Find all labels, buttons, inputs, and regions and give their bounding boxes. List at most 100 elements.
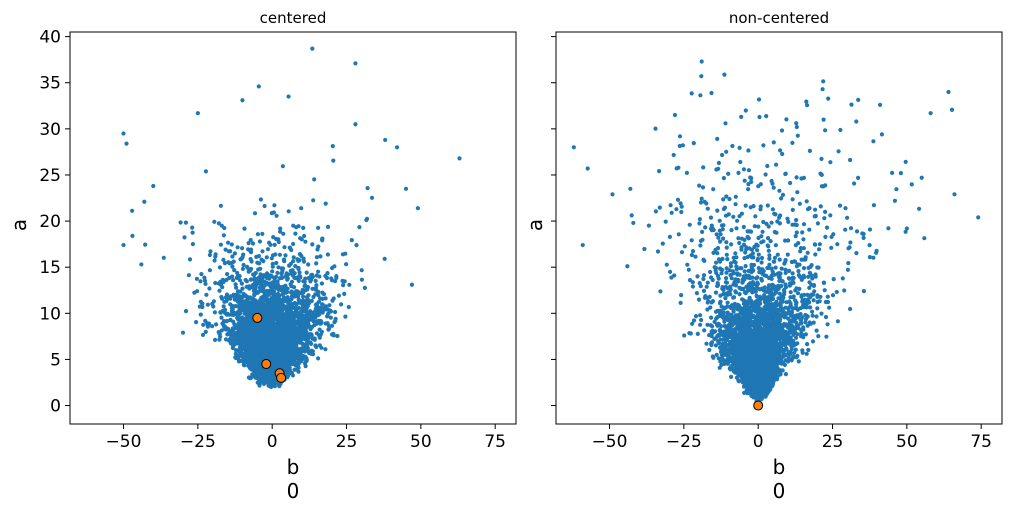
sample-point [264, 280, 269, 286]
sample-point [219, 294, 224, 300]
sample-point [846, 261, 851, 266]
sample-point [657, 169, 662, 174]
sample-point [300, 347, 305, 352]
plot-area: −50 −25 0 25 50 75 [551, 31, 1003, 452]
sample-point [314, 255, 319, 260]
sample-point [130, 233, 135, 238]
sample-point [219, 282, 224, 288]
sample-point [293, 320, 298, 325]
sample-point [260, 249, 265, 254]
sample-point [279, 288, 284, 293]
sample-point [182, 235, 187, 240]
sample-point [289, 284, 294, 289]
sample-point [285, 326, 291, 331]
sample-point [261, 347, 266, 352]
sample-point [255, 303, 260, 308]
sample-point [369, 195, 375, 200]
sample-point [230, 254, 235, 259]
sample-point [272, 276, 277, 281]
sample-point [325, 224, 331, 229]
sample-point [291, 241, 296, 247]
sample-point [195, 111, 200, 116]
sample-point [738, 159, 743, 165]
sample-point [228, 249, 233, 254]
sample-point [359, 268, 364, 273]
sample-point [664, 262, 669, 267]
sample-point [299, 206, 304, 211]
sample-point [230, 274, 235, 279]
sample-point [239, 326, 244, 331]
sample-point [313, 278, 318, 283]
x-tick-label: 50 [410, 432, 432, 452]
sample-point [278, 352, 283, 357]
sample-point [311, 337, 316, 342]
sample-point [217, 332, 222, 337]
sample-point [178, 220, 183, 225]
sample-point [283, 306, 288, 311]
sample-point [663, 219, 668, 224]
sample-point [826, 96, 831, 101]
sample-point [318, 254, 323, 259]
sample-point [314, 344, 319, 350]
sample-point [287, 368, 292, 374]
sample-point [247, 359, 252, 364]
y-tick-label: 20 [39, 212, 61, 232]
sample-point [233, 282, 238, 287]
sample-point [274, 353, 279, 358]
sample-point [306, 350, 311, 355]
sample-point [329, 278, 335, 283]
sample-point [230, 264, 235, 269]
sample-point [248, 247, 254, 252]
sample-point [302, 299, 307, 304]
sample-point [286, 94, 291, 99]
sample-point [365, 186, 370, 191]
sample-point [283, 253, 288, 258]
y-tick-label: 30 [39, 120, 61, 140]
sample-point [657, 205, 662, 210]
sample-point [871, 255, 876, 260]
sample-point [284, 286, 289, 291]
sample-point [278, 229, 283, 234]
sample-point [272, 242, 277, 247]
sample-point [180, 330, 186, 335]
highlighted-point [252, 312, 263, 323]
sample-point [255, 306, 260, 311]
sample-point [230, 345, 235, 351]
sample-point [721, 236, 726, 241]
sample-point [765, 203, 770, 208]
sample-point [689, 252, 695, 258]
sample-point [272, 303, 277, 308]
sample-point [725, 300, 730, 305]
sample-point [287, 245, 292, 250]
sample-point [263, 289, 268, 294]
sample-point [403, 186, 409, 191]
sample-point [843, 206, 848, 211]
panel-title: non-centered [729, 9, 829, 27]
sample-point [278, 226, 283, 231]
sample-point [268, 352, 273, 357]
sample-point [256, 349, 261, 354]
sample-point [210, 301, 215, 306]
sample-point [271, 281, 276, 286]
sample-point [279, 323, 284, 328]
sample-point [266, 383, 271, 388]
sample-point [231, 335, 236, 340]
sample-point [228, 317, 233, 322]
sample-point [294, 309, 299, 314]
sample-point [310, 242, 315, 247]
sample-point [246, 241, 251, 246]
sample-points [121, 46, 462, 389]
sample-point [299, 253, 304, 258]
sample-point [121, 131, 126, 136]
sample-point [279, 343, 284, 348]
sample-point [289, 313, 294, 318]
sample-point [298, 300, 303, 305]
sample-point [314, 261, 319, 266]
sample-point [342, 279, 347, 284]
sample-point [190, 230, 195, 235]
sample-point [198, 299, 203, 304]
sample-point [759, 260, 764, 265]
sample-point [739, 114, 744, 119]
sample-point [203, 329, 208, 334]
sample-point [303, 239, 308, 244]
